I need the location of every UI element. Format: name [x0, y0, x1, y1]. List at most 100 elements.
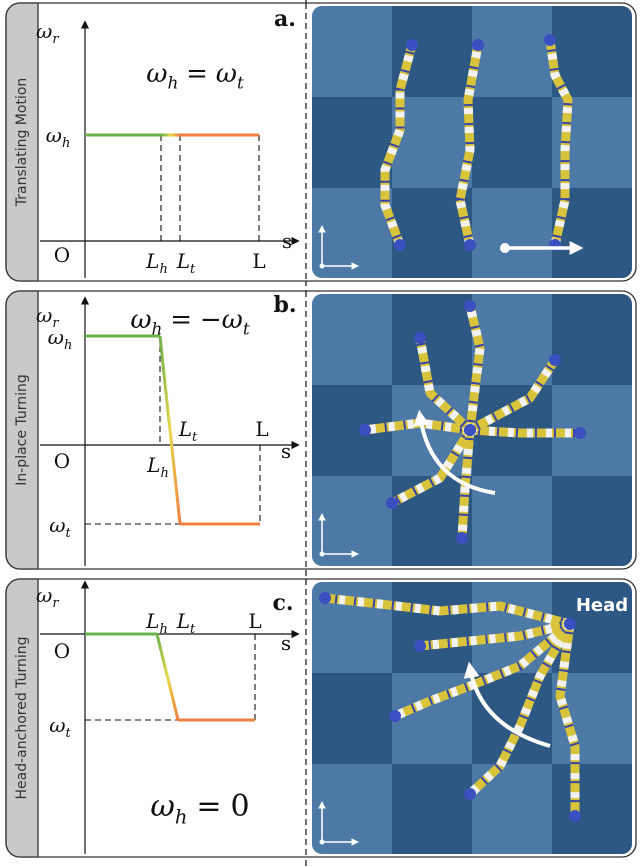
- math-sub: t: [192, 430, 198, 445]
- math-base: ω: [49, 513, 65, 537]
- math-sub: t: [237, 73, 244, 93]
- math-symbol: =: [186, 59, 208, 89]
- math-base: ω: [216, 59, 237, 89]
- math-base: L: [145, 609, 159, 633]
- floor-tile: [552, 476, 632, 567]
- math-symbol: s: [281, 631, 291, 655]
- math-symbol: O: [54, 449, 70, 473]
- robot-end: [394, 239, 406, 251]
- floor-tile: [312, 673, 392, 764]
- math-sub: r: [52, 32, 59, 47]
- math-symbol: O: [54, 639, 70, 663]
- floor-tile: [552, 764, 632, 855]
- math-sub: t: [190, 262, 196, 277]
- robot-end: [564, 618, 576, 630]
- robot-end: [464, 788, 476, 800]
- robot-end: [472, 39, 484, 51]
- floor-tile: [312, 294, 392, 385]
- math-base: ω: [130, 305, 151, 335]
- robot-end: [464, 239, 476, 251]
- panel-letter: c.: [272, 590, 293, 616]
- frame-origin: [320, 264, 325, 269]
- math-base: ω: [46, 123, 62, 147]
- robot-end: [406, 39, 418, 51]
- math-symbol: L: [248, 609, 261, 633]
- math-base: L: [176, 249, 190, 273]
- axis-label: O: [54, 639, 70, 663]
- math-symbol: =: [170, 305, 192, 335]
- floor-tile: [312, 6, 392, 97]
- frame-origin: [320, 840, 325, 845]
- robot-body: [470, 430, 580, 433]
- math-sub: h: [64, 338, 72, 353]
- robot-end: [569, 810, 581, 822]
- floor-tile: [472, 6, 552, 97]
- math-base: ω: [49, 713, 65, 737]
- robot-end: [456, 532, 468, 544]
- equation: ωh=0: [150, 789, 249, 829]
- floor-tile: [392, 294, 472, 385]
- math-base: ω: [36, 303, 52, 327]
- equation: ωh=ωt: [146, 59, 244, 93]
- math-base: ω: [36, 19, 52, 43]
- math-symbol: s: [282, 229, 292, 253]
- panel-letter: a.: [274, 6, 296, 32]
- floor-tile: [392, 582, 472, 673]
- math-sub: h: [159, 622, 167, 637]
- robot-end: [319, 592, 331, 604]
- figure: Translating Motiona.ωh=ωtωrsOωhLhLtLIn-p…: [0, 0, 642, 867]
- floor-tile: [472, 97, 552, 188]
- floor-tile: [312, 97, 392, 188]
- axis-label: O: [54, 243, 70, 267]
- robot-end: [464, 424, 476, 436]
- axis-label: s: [281, 631, 291, 655]
- side-label: Translating Motion: [14, 78, 30, 208]
- axis-label: L: [255, 417, 268, 441]
- math-base: ω: [146, 59, 167, 89]
- math-base: ω: [48, 325, 64, 349]
- simulation-image: [312, 294, 632, 567]
- simulation-image: [312, 582, 632, 855]
- robot-end: [359, 424, 371, 436]
- math-base: L: [176, 609, 190, 633]
- math-sub: h: [167, 73, 178, 93]
- floor-tile: [472, 188, 552, 279]
- math-symbol: s: [281, 439, 291, 463]
- floor-tile: [472, 294, 552, 385]
- floor-tile: [392, 764, 472, 855]
- math-symbol: L: [252, 249, 265, 273]
- math-symbol: O: [54, 243, 70, 267]
- math-base: L: [145, 249, 159, 273]
- math-symbol: L: [255, 417, 268, 441]
- panel-letter: b.: [273, 292, 296, 318]
- frame-origin: [320, 552, 325, 557]
- math-sub: h: [175, 806, 188, 829]
- robot-end: [544, 34, 556, 46]
- axis-label: L: [252, 249, 265, 273]
- math-sub: r: [52, 596, 59, 611]
- robot-end: [414, 640, 426, 652]
- image-label: Head: [576, 595, 628, 616]
- math-sub: h: [159, 262, 167, 277]
- robot-end: [549, 354, 561, 366]
- math-sub: t: [66, 526, 72, 541]
- floor-tile: [552, 294, 632, 385]
- robot-end: [574, 427, 586, 439]
- math-sub: h: [160, 466, 168, 481]
- math-sub: h: [62, 136, 70, 151]
- math-symbol: 0: [231, 789, 250, 824]
- math-sub: h: [152, 319, 163, 339]
- math-sub: t: [190, 622, 196, 637]
- math-base: ω: [36, 583, 52, 607]
- axis-label: O: [54, 449, 70, 473]
- axis-label: s: [281, 439, 291, 463]
- robot-end: [386, 497, 398, 509]
- robot-end: [389, 710, 401, 722]
- math-sub: t: [66, 726, 72, 741]
- side-label: Head-anchored Turning: [14, 637, 30, 800]
- math-base: L: [146, 453, 160, 477]
- math-symbol: =: [196, 789, 221, 824]
- math-base: −ω: [200, 305, 243, 335]
